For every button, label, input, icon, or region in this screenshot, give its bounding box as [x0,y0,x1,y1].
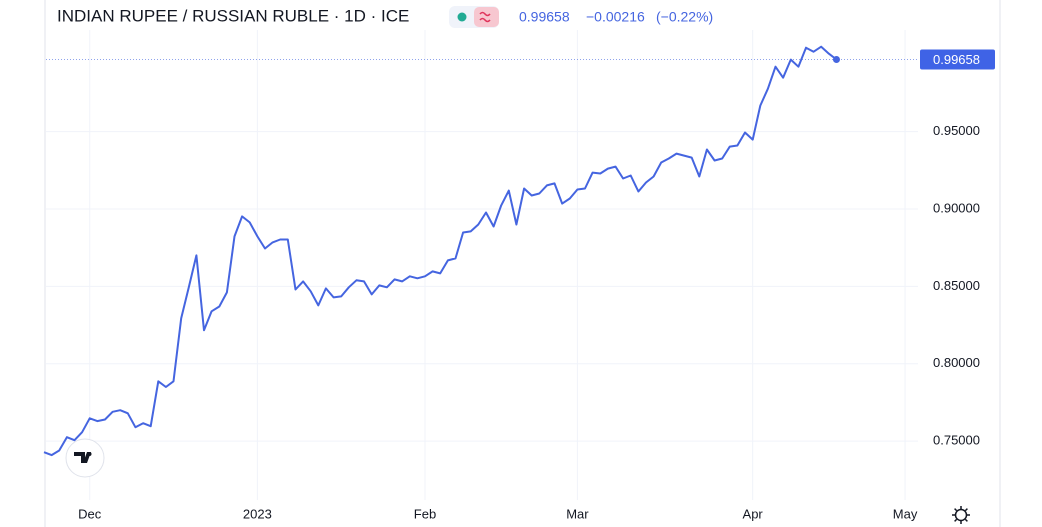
x-tick-label: Apr [743,506,764,521]
x-tick-label: Feb [414,506,436,521]
tradingview-logo [65,438,105,478]
x-tick-label: 2023 [243,506,272,521]
x-tick-label: Mar [566,506,589,521]
delay-badge [474,7,499,27]
delay-icon [479,11,491,23]
price-change: −0.00216 [586,9,645,25]
status-icons [449,6,499,28]
x-tick-label: May [893,506,918,521]
logo-mark [74,452,91,463]
last-price-box [920,49,995,70]
last-point [832,55,840,63]
y-tick-label: 0.85000 [933,278,980,293]
price-line [43,45,838,457]
plot: 0.75000 0.80000 0.85000 0.90000 0.95000 Dec 20… [43,30,995,521]
settings-gear[interactable] [952,506,970,524]
last-price: 0.99658 [519,9,570,25]
logo-dot [87,452,92,456]
y-tick-label: 0.80000 [933,355,980,370]
chart-title: INDIAN RUPEE / RUSSIAN RUBLE · 1D · ICE [57,6,409,25]
y-tick-label: 0.75000 [933,433,980,448]
y-tick-label: 0.95000 [933,123,980,138]
gear-ring [954,508,968,522]
price-change-pct: (−0.22%) [656,9,713,25]
last-price-label: 0.99658 [933,52,980,67]
status-dot [457,12,467,22]
y-tick-label: 0.90000 [933,200,980,215]
gear-teeth [952,506,970,524]
x-tick-label: Dec [78,506,102,521]
